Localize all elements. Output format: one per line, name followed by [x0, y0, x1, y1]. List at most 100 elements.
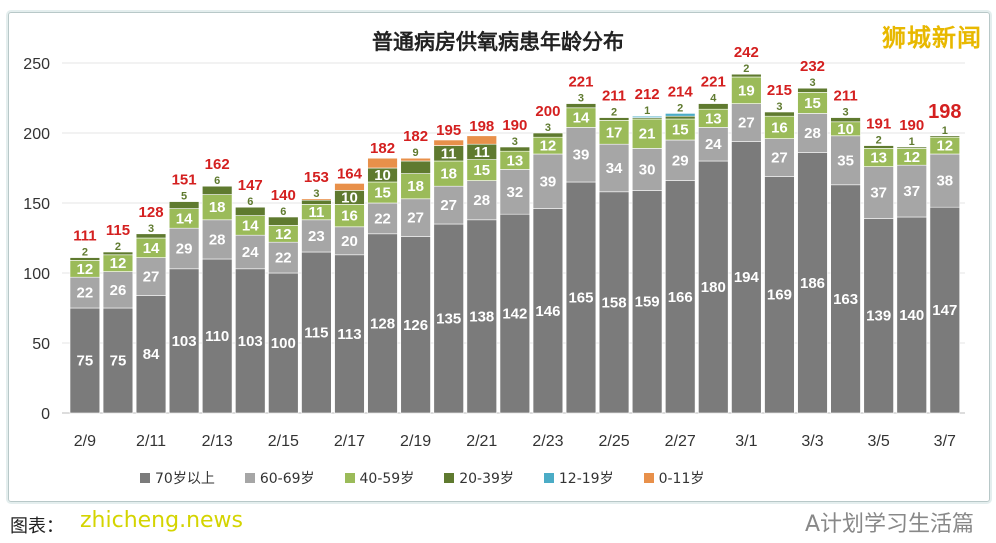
x-tick-label: 2/13 — [202, 433, 233, 450]
total-label: 221 — [568, 74, 593, 91]
data-label: 23 — [308, 228, 325, 245]
total-label: 147 — [238, 177, 263, 194]
chart-title: 普通病房供氧病患年龄分布 — [372, 30, 624, 54]
data-label: 30 — [639, 161, 656, 178]
bar-segment — [565, 181, 597, 414]
x-tick-label: 2/11 — [136, 433, 166, 450]
data-label: 186 — [800, 275, 825, 292]
data-label: 11 — [441, 145, 457, 162]
data-label: 14 — [176, 210, 193, 227]
bar-segment — [929, 153, 960, 208]
data-label: 75 — [77, 353, 94, 370]
data-label: 22 — [275, 250, 292, 267]
bar-segment — [896, 146, 927, 149]
data-label: 12 — [540, 138, 557, 155]
data-label: 38 — [936, 173, 953, 190]
bar-segment — [797, 113, 828, 153]
total-label: 182 — [403, 128, 428, 145]
data-label: 180 — [701, 279, 726, 296]
data-label: 27 — [143, 269, 160, 286]
data-label: 24 — [705, 136, 722, 153]
y-tick-label: 50 — [32, 336, 50, 353]
data-label-small: 3 — [809, 77, 815, 89]
data-label: 14 — [143, 240, 160, 257]
data-label: 14 — [573, 110, 590, 127]
total-label: 214 — [668, 83, 694, 100]
bar-segment — [235, 268, 266, 414]
legend-item: 40-59岁 — [344, 468, 414, 488]
data-label: 135 — [436, 311, 461, 328]
bar-segment — [69, 257, 101, 261]
data-label: 126 — [403, 317, 428, 334]
bar-segment — [168, 201, 200, 209]
legend-label: 70岁以上 — [155, 471, 215, 487]
y-tick-label: 200 — [23, 126, 50, 143]
bar-segment — [598, 143, 630, 193]
y-tick-label: 150 — [23, 196, 50, 213]
bar-segment — [367, 233, 398, 414]
bar-segment — [466, 219, 497, 414]
data-label: 20 — [341, 233, 358, 250]
data-label: 128 — [370, 315, 395, 332]
bar-segment — [863, 166, 894, 219]
data-label: 28 — [804, 125, 821, 142]
data-label-small: 6 — [247, 196, 253, 208]
watermark-bottom-left: zhicheng.news — [80, 508, 244, 533]
total-label: 200 — [535, 103, 560, 120]
bar-segment — [565, 127, 597, 183]
data-label: 29 — [672, 152, 689, 169]
total-label: 115 — [106, 222, 130, 239]
data-label-small: 2 — [677, 102, 683, 114]
data-label-small: 6 — [280, 206, 286, 218]
data-label: 11 — [474, 144, 490, 161]
data-label: 18 — [440, 166, 457, 183]
data-label: 13 — [507, 152, 524, 169]
x-tick-label: 3/7 — [934, 433, 956, 450]
data-label: 24 — [242, 244, 259, 261]
data-label: 75 — [110, 353, 127, 370]
x-tick-label: 3/5 — [868, 433, 890, 450]
data-label: 37 — [870, 185, 887, 202]
bar-segment — [598, 117, 630, 121]
data-label: 194 — [734, 269, 760, 286]
bar-segment — [235, 234, 266, 270]
legend-item: 12-19岁 — [543, 468, 614, 488]
data-label-small: 2 — [115, 241, 121, 253]
data-label: 28 — [473, 192, 490, 209]
bar-segment — [301, 198, 332, 201]
legend-swatch — [244, 473, 255, 483]
bar-segment — [135, 295, 167, 414]
data-label: 29 — [176, 241, 193, 258]
bar-segment — [201, 219, 233, 260]
bar-segment — [235, 206, 266, 216]
total-label: 211 — [602, 88, 626, 105]
legend-label: 60-69岁 — [259, 471, 315, 487]
legend-swatch — [444, 473, 455, 483]
bar-segment — [201, 194, 233, 221]
bar-segment — [863, 218, 894, 414]
bar-segment — [896, 164, 927, 218]
data-label: 84 — [143, 346, 160, 363]
data-label-small: 3 — [148, 223, 154, 235]
data-label-small: 2 — [82, 247, 88, 259]
legend-swatch — [140, 473, 150, 483]
x-tick-label: 2/21 — [466, 433, 497, 450]
bar-segment — [631, 115, 663, 118]
bar-segment — [102, 271, 134, 309]
total-label: 198 — [469, 118, 494, 135]
total-label: 164 — [337, 165, 363, 182]
chart-frame — [8, 12, 990, 502]
bar-segment — [797, 87, 828, 93]
bar-segment — [929, 206, 960, 414]
bar-segment — [731, 103, 762, 142]
data-label-small: 9 — [413, 147, 419, 159]
bar-segment — [565, 103, 597, 109]
x-tick-label: 2/9 — [74, 433, 96, 450]
data-label: 166 — [668, 289, 693, 306]
data-label-small: 2 — [876, 135, 882, 147]
data-label: 16 — [341, 208, 358, 225]
bar-segment — [665, 180, 696, 414]
data-label: 138 — [469, 308, 494, 325]
data-label: 169 — [767, 287, 792, 304]
